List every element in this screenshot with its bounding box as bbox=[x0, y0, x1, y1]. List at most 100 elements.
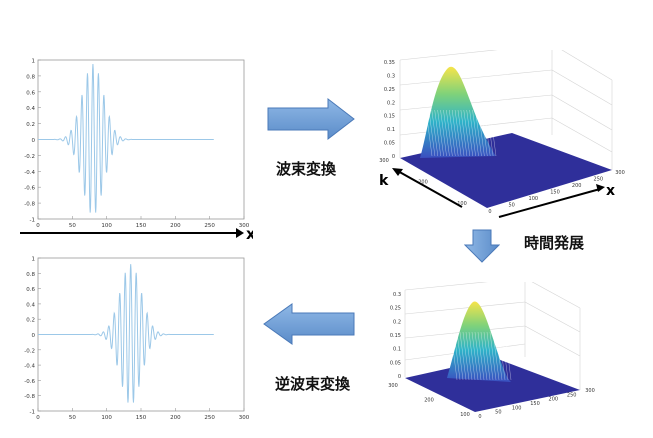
y-tick-label: 0 bbox=[32, 138, 36, 144]
z-tick-label: 0.15 bbox=[390, 333, 401, 339]
x-tick-label: 300 bbox=[585, 388, 595, 394]
k-axis-label: k bbox=[379, 173, 389, 189]
y-tick-label: -1 bbox=[30, 218, 35, 224]
x-tick-label: 0 bbox=[478, 414, 481, 420]
x-tick-label: 250 bbox=[204, 223, 215, 229]
x-tick-label: 250 bbox=[567, 392, 577, 398]
top-surface-plot: 0.35 0.3 0.25 0.2 0.15 0.1 0.05 0 0 50 100 150 200 2… bbox=[379, 50, 625, 218]
z-tick-label: 0.3 bbox=[387, 73, 395, 79]
y-tick-label: 0.8 bbox=[26, 272, 35, 278]
z-tick-label: 0.25 bbox=[390, 306, 401, 312]
transform-label: 波束変換 bbox=[276, 160, 337, 178]
z-tick-label: 0.1 bbox=[387, 127, 395, 133]
x-tick-label: 0 bbox=[36, 223, 40, 229]
x-tick-label: 300 bbox=[615, 170, 625, 176]
time-evolution-label: 時間発展 bbox=[524, 234, 585, 252]
top-surface-grid bbox=[399, 50, 613, 170]
y-tick-label: 0 bbox=[32, 333, 36, 339]
x-tick-label: 200 bbox=[170, 415, 181, 421]
k-tick-label: 100 bbox=[460, 412, 470, 418]
z-tick-label: 0.2 bbox=[387, 100, 395, 106]
y-tick-label: -0.8 bbox=[24, 394, 35, 400]
bottom-wave-signal bbox=[38, 264, 214, 403]
y-tick-label: -1 bbox=[30, 410, 35, 416]
k-tick-label: 300 bbox=[388, 383, 398, 389]
transform-arrow bbox=[267, 97, 355, 141]
y-tick-label: -0.2 bbox=[24, 348, 35, 354]
top-wave-xticks: 0 50 100 150 200 250 300 bbox=[36, 216, 250, 229]
y-tick-label: 0.6 bbox=[26, 90, 35, 96]
top-surface-zticks: 0.35 0.3 0.25 0.2 0.15 0.1 0.05 0 bbox=[384, 60, 395, 160]
x-tick-label: 100 bbox=[101, 223, 112, 229]
z-tick-label: 0.2 bbox=[393, 319, 401, 325]
x-tick-label: 100 bbox=[101, 415, 112, 421]
y-tick-label: 0.2 bbox=[26, 318, 35, 324]
z-tick-label: 0 bbox=[392, 154, 395, 160]
top-wave-plot: 1 0.8 0.6 0.4 0.2 0 -0.2 -0.4 -0.6 -0.8 -1 0 50 100 1… bbox=[20, 59, 253, 242]
z-tick-label: 0.25 bbox=[384, 87, 395, 93]
bottom-wave-plot: 1 0.8 0.6 0.4 0.2 0 -0.2 -0.4 -0.6 -0.8 -1 0 50 100 1… bbox=[24, 257, 250, 422]
y-tick-label: -0.6 bbox=[24, 186, 35, 192]
z-tick-label: 0 bbox=[398, 374, 401, 380]
y-tick-label: -0.4 bbox=[24, 170, 35, 176]
k-tick-label: 200 bbox=[424, 398, 434, 404]
x-tick-label: 300 bbox=[239, 415, 250, 421]
x-tick-label: 0 bbox=[36, 415, 40, 421]
bottom-surface-xticks: 0 50 100 150 200 250 300 bbox=[478, 388, 594, 420]
y-tick-label: 1 bbox=[32, 59, 36, 65]
x-tick-label: 150 bbox=[136, 415, 147, 421]
y-tick-label: -0.8 bbox=[24, 202, 35, 208]
x-tick-label: 50 bbox=[508, 203, 514, 209]
x-tick-label: 50 bbox=[495, 410, 501, 416]
bottom-surface-plot: 0.3 0.25 0.2 0.15 0.1 0.05 0 0 50 100 150 200 250 30… bbox=[388, 282, 595, 420]
y-tick-label: 0.4 bbox=[26, 106, 35, 112]
k-tick-label: 300 bbox=[379, 158, 389, 164]
x-tick-label: 250 bbox=[204, 415, 215, 421]
y-tick-label: 0.4 bbox=[26, 302, 35, 308]
x-tick-label: 150 bbox=[550, 190, 560, 196]
top-surface-kticks: 300 200 100 bbox=[379, 158, 467, 207]
x-tick-label: 100 bbox=[512, 405, 522, 411]
x-tick-label: 50 bbox=[69, 415, 76, 421]
y-tick-label: 0.6 bbox=[26, 287, 35, 293]
bottom-surface-kticks: 300 200 100 bbox=[388, 383, 470, 418]
y-tick-label: 1 bbox=[32, 257, 36, 263]
top-surface-xticks: 0 50 100 150 200 250 300 bbox=[488, 170, 624, 215]
z-tick-label: 0.1 bbox=[393, 347, 401, 353]
x-tick-label: 150 bbox=[530, 401, 540, 407]
x-axis-arrowhead bbox=[236, 228, 244, 238]
x-tick-label: 100 bbox=[529, 196, 539, 202]
surface-x-axis-arrowhead bbox=[596, 184, 605, 192]
x-tick-label: 150 bbox=[136, 223, 147, 229]
y-tick-label: -0.4 bbox=[24, 364, 35, 370]
y-tick-label: 0.2 bbox=[26, 122, 35, 128]
y-tick-label: -0.2 bbox=[24, 154, 35, 160]
top-wave-signal bbox=[38, 63, 214, 213]
k-tick-label: 200 bbox=[418, 180, 428, 186]
bottom-wave-yticks: 1 0.8 0.6 0.4 0.2 0 -0.2 -0.4 -0.6 -0.8 -1 bbox=[24, 257, 41, 416]
x-axis-label: x bbox=[246, 225, 253, 242]
z-tick-label: 0.3 bbox=[393, 292, 401, 298]
k-axis-arrow-line bbox=[395, 169, 463, 208]
x-tick-label: 200 bbox=[549, 397, 559, 403]
k-axis-arrowhead bbox=[392, 168, 403, 176]
surface-x-axis-arrow-line bbox=[498, 188, 601, 218]
x-tick-label: 250 bbox=[594, 177, 604, 183]
z-tick-label: 0.05 bbox=[384, 141, 395, 147]
surface-x-axis-label: x bbox=[606, 183, 615, 199]
x-tick-label: 50 bbox=[69, 223, 76, 229]
bottom-wave-xticks: 0 50 100 150 200 250 300 bbox=[36, 408, 250, 421]
x-tick-label: 200 bbox=[170, 223, 181, 229]
y-tick-label: -0.6 bbox=[24, 379, 35, 385]
time-evolution-arrow bbox=[464, 229, 500, 263]
bottom-surface-floor bbox=[405, 358, 580, 412]
x-tick-label: 200 bbox=[572, 183, 582, 189]
k-tick-label: 100 bbox=[457, 201, 467, 207]
z-tick-label: 0.15 bbox=[384, 114, 395, 120]
z-tick-label: 0.35 bbox=[384, 60, 395, 66]
z-tick-label: 0.05 bbox=[390, 360, 401, 366]
top-surface-peak bbox=[420, 66, 496, 158]
inverse-transform-arrow bbox=[263, 303, 355, 345]
inverse-transform-label: 逆波束変換 bbox=[275, 375, 351, 393]
bottom-surface-zticks: 0.3 0.25 0.2 0.15 0.1 0.05 0 bbox=[390, 292, 401, 380]
